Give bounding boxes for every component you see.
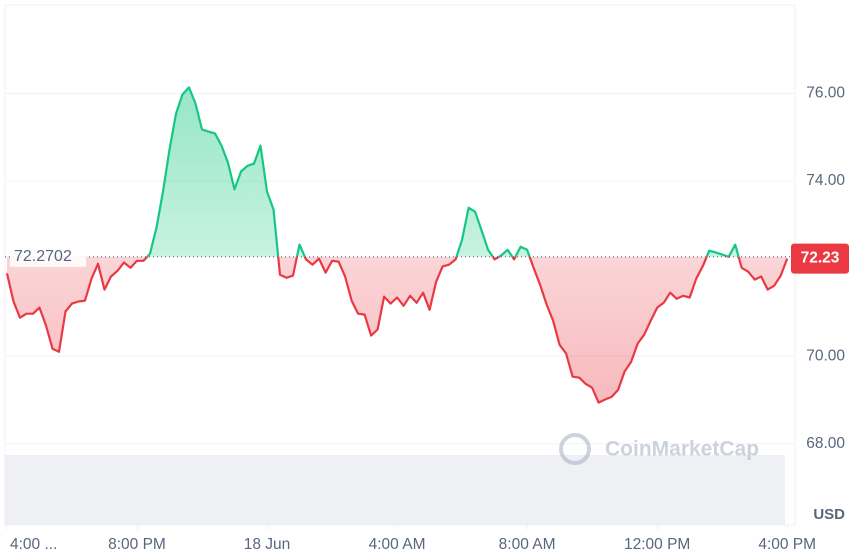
- watermark-text: CoinMarketCap: [605, 438, 759, 461]
- x-tick-label: 8:00 AM: [499, 536, 556, 553]
- area-up: [7, 87, 788, 257]
- y-tick-label: 76.00: [806, 85, 845, 102]
- base-label: 72.2702: [14, 248, 72, 265]
- y-tick-label: 68.00: [806, 435, 845, 452]
- volume-band: [5, 455, 785, 525]
- line-down: [5, 256, 789, 404]
- line-up: [145, 86, 740, 257]
- area-down: [7, 256, 788, 403]
- base-label-bg: [10, 246, 86, 267]
- currency-label: USD: [813, 506, 845, 523]
- grid: [5, 93, 795, 530]
- x-tick-label: 18 Jun: [244, 536, 291, 553]
- y-tick-label: 70.00: [806, 347, 845, 364]
- x-tick-label: 4:00 PM: [758, 536, 816, 553]
- price-tag: [791, 243, 849, 274]
- x-tick-label: 4:00 AM: [369, 536, 426, 553]
- watermark: CoinMarketCap: [559, 433, 759, 465]
- x-tick-label: 4:00 ...: [10, 536, 57, 553]
- watermark-logo: [559, 433, 591, 465]
- price-tag-label: 72.23: [801, 250, 840, 267]
- x-tick-label: 12:00 PM: [624, 536, 690, 553]
- marks: 72.2702: [5, 86, 795, 404]
- y-tick-label: 74.00: [806, 172, 845, 189]
- x-tick-label: 8:00 PM: [108, 536, 166, 553]
